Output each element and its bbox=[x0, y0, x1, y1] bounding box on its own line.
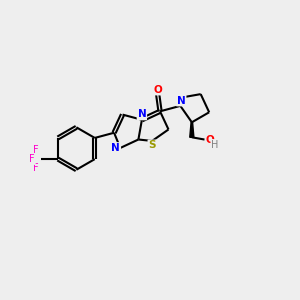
Text: N: N bbox=[112, 143, 120, 153]
Text: F: F bbox=[29, 154, 35, 164]
Polygon shape bbox=[190, 122, 194, 137]
Text: S: S bbox=[148, 140, 156, 150]
Text: H: H bbox=[211, 140, 219, 150]
Text: O: O bbox=[206, 135, 214, 145]
Text: F: F bbox=[33, 145, 38, 155]
Text: F: F bbox=[33, 163, 38, 173]
Text: N: N bbox=[137, 110, 146, 119]
Text: O: O bbox=[153, 85, 162, 94]
Text: N: N bbox=[177, 96, 186, 106]
